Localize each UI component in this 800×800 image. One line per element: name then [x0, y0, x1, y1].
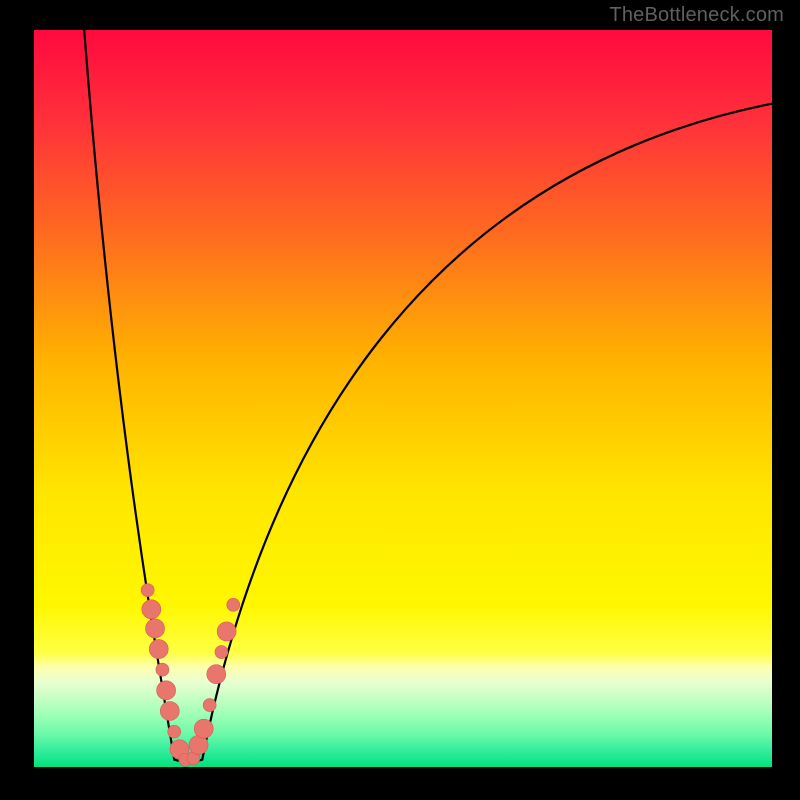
plot-background [34, 30, 772, 767]
bottleneck-chart: TheBottleneck.com [0, 0, 800, 800]
accent-marker-right [194, 719, 213, 738]
accent-marker-left [168, 725, 181, 738]
accent-marker-right [217, 622, 236, 641]
accent-marker-right [207, 665, 226, 684]
accent-marker-right [215, 646, 228, 659]
accent-marker-left [149, 640, 168, 659]
accent-marker-left [157, 681, 176, 700]
accent-marker-left [142, 600, 161, 619]
accent-marker-left [146, 619, 165, 638]
accent-marker-left [160, 701, 179, 720]
accent-marker-left [141, 584, 154, 597]
chart-svg [0, 0, 800, 800]
accent-marker-left [156, 663, 169, 676]
accent-marker-right [227, 598, 240, 611]
accent-marker-right [203, 699, 216, 712]
